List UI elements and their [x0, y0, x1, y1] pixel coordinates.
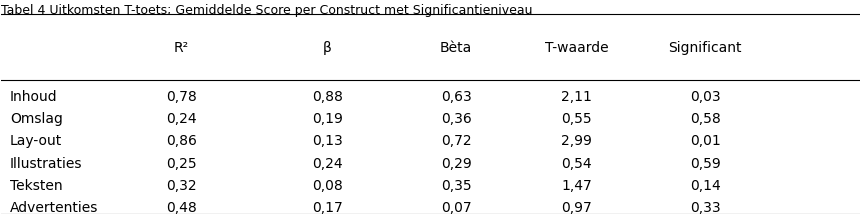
Text: 0,97: 0,97 [561, 201, 592, 215]
Text: 0,78: 0,78 [166, 90, 197, 104]
Text: 0,07: 0,07 [441, 201, 472, 215]
Text: Illustraties: Illustraties [10, 157, 83, 171]
Text: 0,33: 0,33 [690, 201, 721, 215]
Text: Teksten: Teksten [10, 179, 63, 193]
Text: Tabel 4 Uitkomsten T-toets; Gemiddelde Score per Construct met Significantienive: Tabel 4 Uitkomsten T-toets; Gemiddelde S… [2, 3, 533, 17]
Text: Inhoud: Inhoud [10, 90, 58, 104]
Text: 0,63: 0,63 [441, 90, 472, 104]
Text: 0,14: 0,14 [690, 179, 721, 193]
Text: 0,36: 0,36 [441, 112, 472, 126]
Text: 0,86: 0,86 [166, 135, 197, 148]
Text: 0,01: 0,01 [690, 135, 721, 148]
Text: 0,59: 0,59 [690, 157, 721, 171]
Text: 0,19: 0,19 [312, 112, 343, 126]
Text: 0,29: 0,29 [441, 157, 472, 171]
Text: Bèta: Bèta [440, 41, 473, 55]
Text: 2,99: 2,99 [561, 135, 592, 148]
Text: Lay-out: Lay-out [10, 135, 62, 148]
Text: 0,35: 0,35 [441, 179, 472, 193]
Text: 0,24: 0,24 [313, 157, 343, 171]
Text: 0,54: 0,54 [561, 157, 592, 171]
Text: Significant: Significant [668, 41, 742, 55]
Text: Advertenties: Advertenties [10, 201, 98, 215]
Text: 0,88: 0,88 [312, 90, 343, 104]
Text: 0,24: 0,24 [166, 112, 197, 126]
Text: 0,03: 0,03 [690, 90, 721, 104]
Text: 0,13: 0,13 [313, 135, 343, 148]
Text: R²: R² [174, 41, 189, 55]
Text: 0,25: 0,25 [166, 157, 197, 171]
Text: 0,32: 0,32 [166, 179, 197, 193]
Text: T-waarde: T-waarde [545, 41, 608, 55]
Text: 0,17: 0,17 [313, 201, 343, 215]
Text: 0,48: 0,48 [166, 201, 197, 215]
Text: 1,47: 1,47 [561, 179, 592, 193]
Text: 2,11: 2,11 [561, 90, 592, 104]
Text: Omslag: Omslag [10, 112, 63, 126]
Text: 0,55: 0,55 [561, 112, 592, 126]
Text: 0,08: 0,08 [313, 179, 343, 193]
Text: 0,72: 0,72 [441, 135, 472, 148]
Text: 0,58: 0,58 [690, 112, 721, 126]
Text: β: β [323, 41, 331, 55]
